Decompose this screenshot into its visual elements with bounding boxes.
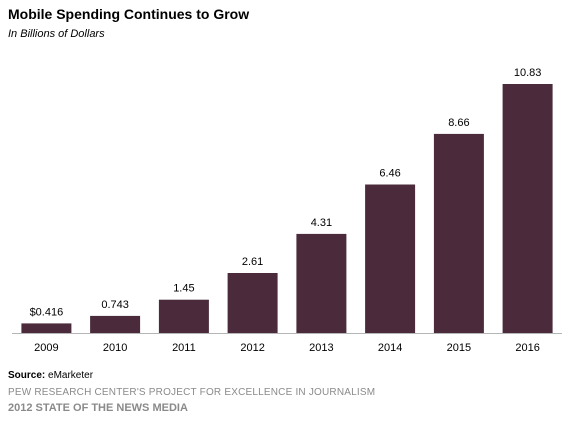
x-tick-2013: 2013 <box>309 342 333 354</box>
x-tick-2015: 2015 <box>447 342 471 354</box>
data-label-2013: 4.31 <box>311 217 332 229</box>
chart-title: Mobile Spending Continues to Grow <box>8 6 250 22</box>
data-label-2012: 2.61 <box>242 256 263 268</box>
x-tick-2010: 2010 <box>103 342 127 354</box>
data-label-2009: $0.416 <box>30 306 64 318</box>
x-tick-2012: 2012 <box>240 342 264 354</box>
bar-2012 <box>227 273 278 333</box>
x-tick-labels-group: 2009 2010 2011 2012 2013 2014 2015 2016 <box>34 342 540 354</box>
bar-2013 <box>296 233 347 333</box>
bar-2016 <box>502 84 553 333</box>
data-label-2016: 10.83 <box>514 67 542 79</box>
data-label-2011: 1.45 <box>173 283 194 295</box>
x-tick-2014: 2014 <box>378 342 402 354</box>
data-label-2015: 8.66 <box>448 117 469 129</box>
bar-2010 <box>90 315 141 333</box>
x-tick-2011: 2011 <box>172 342 196 354</box>
chart-subtitle: In Billions of Dollars <box>8 28 105 40</box>
data-label-2010: 0.743 <box>101 299 129 311</box>
source-note: Source: eMarketer <box>8 370 93 381</box>
source-text: eMarketer <box>48 370 94 381</box>
bar-2009 <box>21 323 72 333</box>
data-labels-group: $0.416 0.743 1.45 2.61 4.31 6.46 8.66 10.83 <box>30 67 542 318</box>
data-label-2014: 6.46 <box>379 168 400 180</box>
footer-report-title: 2012 STATE OF THE NEWS MEDIA <box>8 402 188 414</box>
x-tick-2009: 2009 <box>34 342 58 354</box>
bar-2014 <box>365 184 416 333</box>
bar-2011 <box>158 299 209 333</box>
footer-organization: PEW RESEARCH CENTER'S PROJECT FOR EXCELL… <box>8 387 376 398</box>
bars-group <box>21 84 553 333</box>
x-tick-2016: 2016 <box>515 342 539 354</box>
bar-2015 <box>433 133 484 333</box>
source-label: Source: <box>8 370 46 381</box>
